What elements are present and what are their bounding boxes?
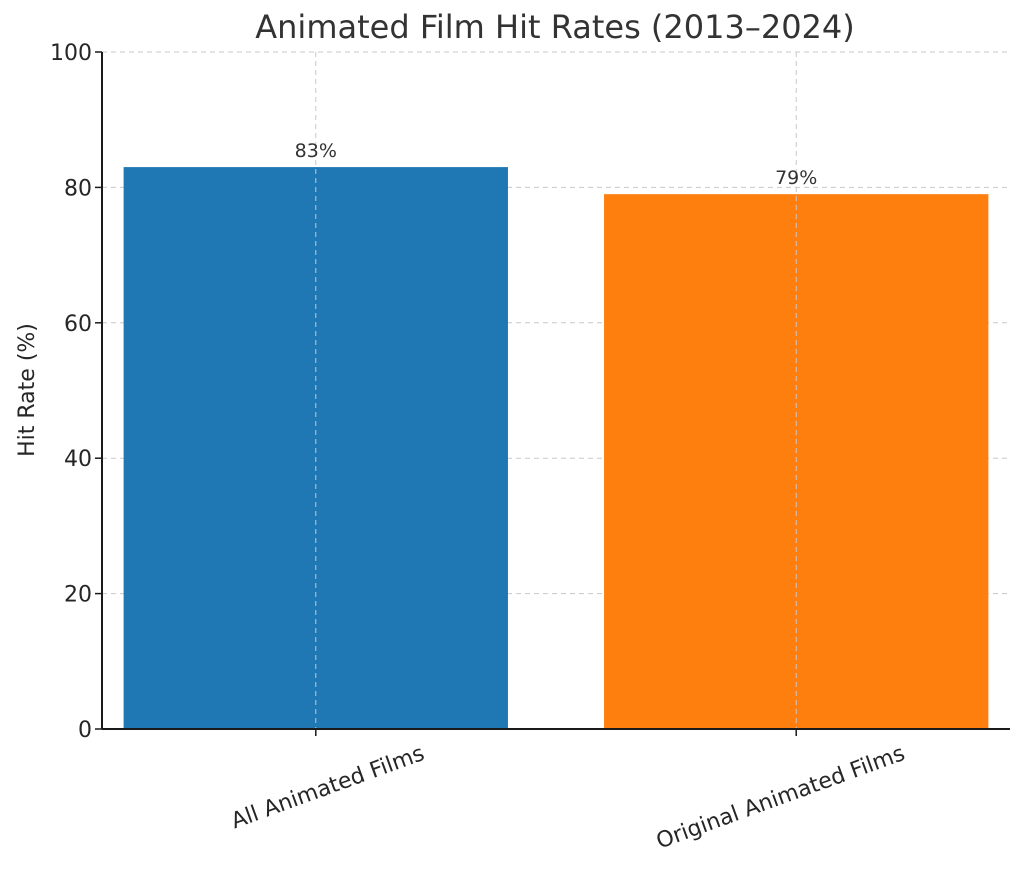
x-ticks: All Animated Films Original Animated Film… bbox=[228, 729, 908, 854]
bars bbox=[123, 167, 989, 730]
y-tick-label: 20 bbox=[64, 583, 92, 608]
y-ticks: 0 20 40 60 80 100 bbox=[50, 41, 102, 743]
axes bbox=[101, 52, 1010, 730]
x-gridlines-overlay bbox=[315, 52, 797, 729]
data-labels: 83% 79% bbox=[295, 140, 818, 189]
bar-value-label: 83% bbox=[295, 140, 337, 162]
y-axis-label: Hit Rate (%) bbox=[15, 323, 40, 457]
y-tick-label: 0 bbox=[78, 718, 92, 743]
x-tick-label: All Animated Films bbox=[228, 741, 428, 834]
bar-value-label: 79% bbox=[775, 167, 817, 189]
y-tick-label: 40 bbox=[64, 447, 92, 472]
y-tick-label: 100 bbox=[50, 41, 92, 66]
x-tick-label: Original Animated Films bbox=[653, 741, 908, 854]
chart-title: Animated Film Hit Rates (2013–2024) bbox=[255, 8, 855, 46]
y-tick-label: 80 bbox=[64, 176, 92, 201]
y-tick-label: 60 bbox=[64, 312, 92, 337]
